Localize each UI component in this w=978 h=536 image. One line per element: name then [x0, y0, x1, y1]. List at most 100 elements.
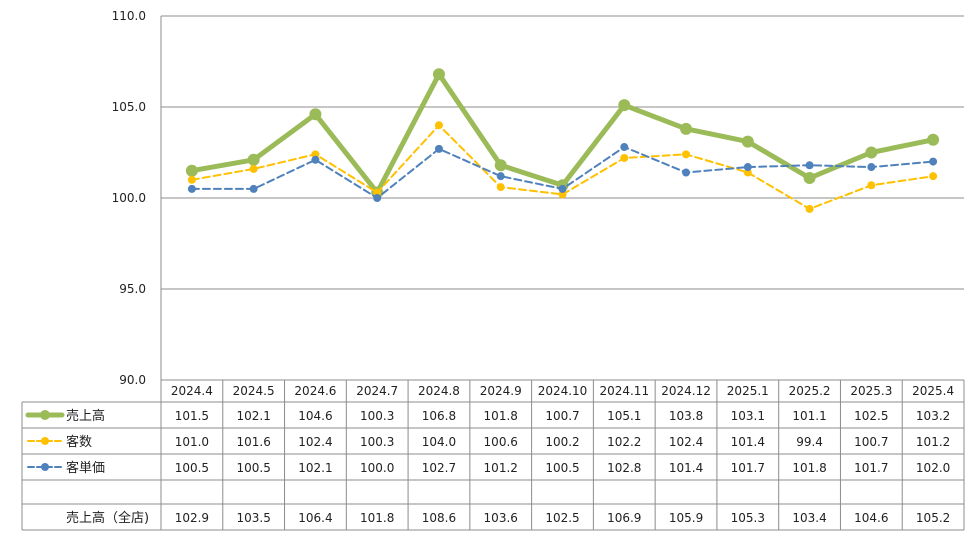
data-point [309, 108, 322, 121]
table-value: 102.4 [669, 435, 703, 449]
y-tick-label: 110.0 [112, 9, 146, 23]
series-1 [185, 68, 940, 199]
data-point [311, 155, 320, 164]
table-value: 101.7 [731, 461, 765, 475]
category-label: 2024.11 [599, 384, 649, 398]
table-value: 103.5 [236, 511, 270, 525]
data-point [805, 161, 814, 170]
table-value: 102.4 [298, 435, 332, 449]
data-point [185, 164, 198, 177]
table-value: 102.0 [916, 461, 950, 475]
data-point [682, 168, 691, 177]
data-point [496, 172, 505, 181]
category-label: 2024.7 [356, 384, 398, 398]
table-value: 102.5 [545, 511, 579, 525]
data-point [803, 171, 816, 184]
category-label: 2025.3 [850, 384, 892, 398]
table-value: 103.2 [916, 409, 950, 423]
data-point [434, 144, 443, 153]
table-value: 100.7 [545, 409, 579, 423]
table-value: 104.0 [422, 435, 456, 449]
data-point [929, 172, 938, 181]
table-value: 101.2 [916, 435, 950, 449]
category-label: 2024.12 [661, 384, 711, 398]
table-value: 100.2 [545, 435, 579, 449]
table-value: 100.5 [545, 461, 579, 475]
table-value: 99.4 [796, 435, 823, 449]
table-value: 103.6 [484, 511, 518, 525]
category-label: 2025.4 [912, 384, 954, 398]
table-value: 102.2 [607, 435, 641, 449]
data-point [247, 153, 260, 166]
data-point [558, 184, 567, 193]
table-value: 101.2 [484, 461, 518, 475]
data-point [680, 122, 693, 135]
table-value: 100.0 [360, 461, 394, 475]
data-point [741, 135, 754, 148]
table-value: 106.8 [422, 409, 456, 423]
data-point [249, 164, 258, 173]
data-point [805, 204, 814, 213]
y-axis: 90.0 95.0 100.0 105.0 110.0 [112, 9, 146, 387]
series-3 [187, 143, 938, 202]
category-label: 2024.8 [418, 384, 460, 398]
data-point [434, 121, 443, 130]
table-value: 105.3 [731, 511, 765, 525]
data-point [929, 157, 938, 166]
series-name: 客単価 [66, 460, 105, 476]
data-point [682, 150, 691, 159]
category-label: 2024.10 [538, 384, 588, 398]
table-value: 101.8 [484, 409, 518, 423]
table-value: 101.7 [854, 461, 888, 475]
table-value: 101.8 [792, 461, 826, 475]
table-value: 101.6 [236, 435, 270, 449]
series-name: 売上高 [66, 408, 105, 424]
legend-marker [41, 463, 49, 471]
gridlines [161, 15, 964, 290]
legend-key [25, 410, 65, 420]
y-tick-label: 90.0 [119, 373, 146, 387]
data-point [620, 143, 629, 152]
data-point [187, 175, 196, 184]
table-value: 102.1 [236, 409, 270, 423]
table-value: 108.6 [422, 511, 456, 525]
table-value: 101.4 [669, 461, 703, 475]
table-value: 100.5 [175, 461, 209, 475]
table-value: 100.5 [236, 461, 270, 475]
table-value: 101.0 [175, 435, 209, 449]
data-point [620, 153, 629, 162]
y-tick-label: 100.0 [112, 191, 146, 205]
category-label: 2024.4 [171, 384, 213, 398]
data-point [618, 99, 631, 112]
table-value: 102.7 [422, 461, 456, 475]
table-value: 106.4 [298, 511, 332, 525]
legend-marker [40, 410, 50, 420]
table-value: 102.8 [607, 461, 641, 475]
data-point [373, 194, 382, 202]
table-value: 103.8 [669, 409, 703, 423]
category-label: 2024.5 [233, 384, 275, 398]
data-point [867, 181, 876, 190]
table-value: 100.3 [360, 409, 394, 423]
table-value: 102.5 [854, 409, 888, 423]
table-value: 102.9 [175, 511, 209, 525]
table-value: 105.1 [607, 409, 641, 423]
extra-row-name: 売上高（全店) [66, 510, 149, 526]
category-label: 2025.1 [727, 384, 769, 398]
data-point [867, 163, 876, 172]
data-point [927, 133, 940, 146]
table-value: 100.6 [484, 435, 518, 449]
category-label: 2024.9 [480, 384, 522, 398]
table-value: 100.3 [360, 435, 394, 449]
table-value: 102.1 [298, 461, 332, 475]
category-label: 2025.2 [789, 384, 831, 398]
data-point [249, 184, 258, 193]
legend-key [27, 437, 63, 445]
table-value: 101.5 [175, 409, 209, 423]
table-value: 104.6 [298, 409, 332, 423]
table-value: 103.1 [731, 409, 765, 423]
table-value: 101.4 [731, 435, 765, 449]
series-line [189, 71, 936, 195]
data-table: 2024.4 2024.5 2024.6 2024.7 2024.8 2024.9 2024… [21, 379, 965, 531]
data-point [743, 163, 752, 172]
